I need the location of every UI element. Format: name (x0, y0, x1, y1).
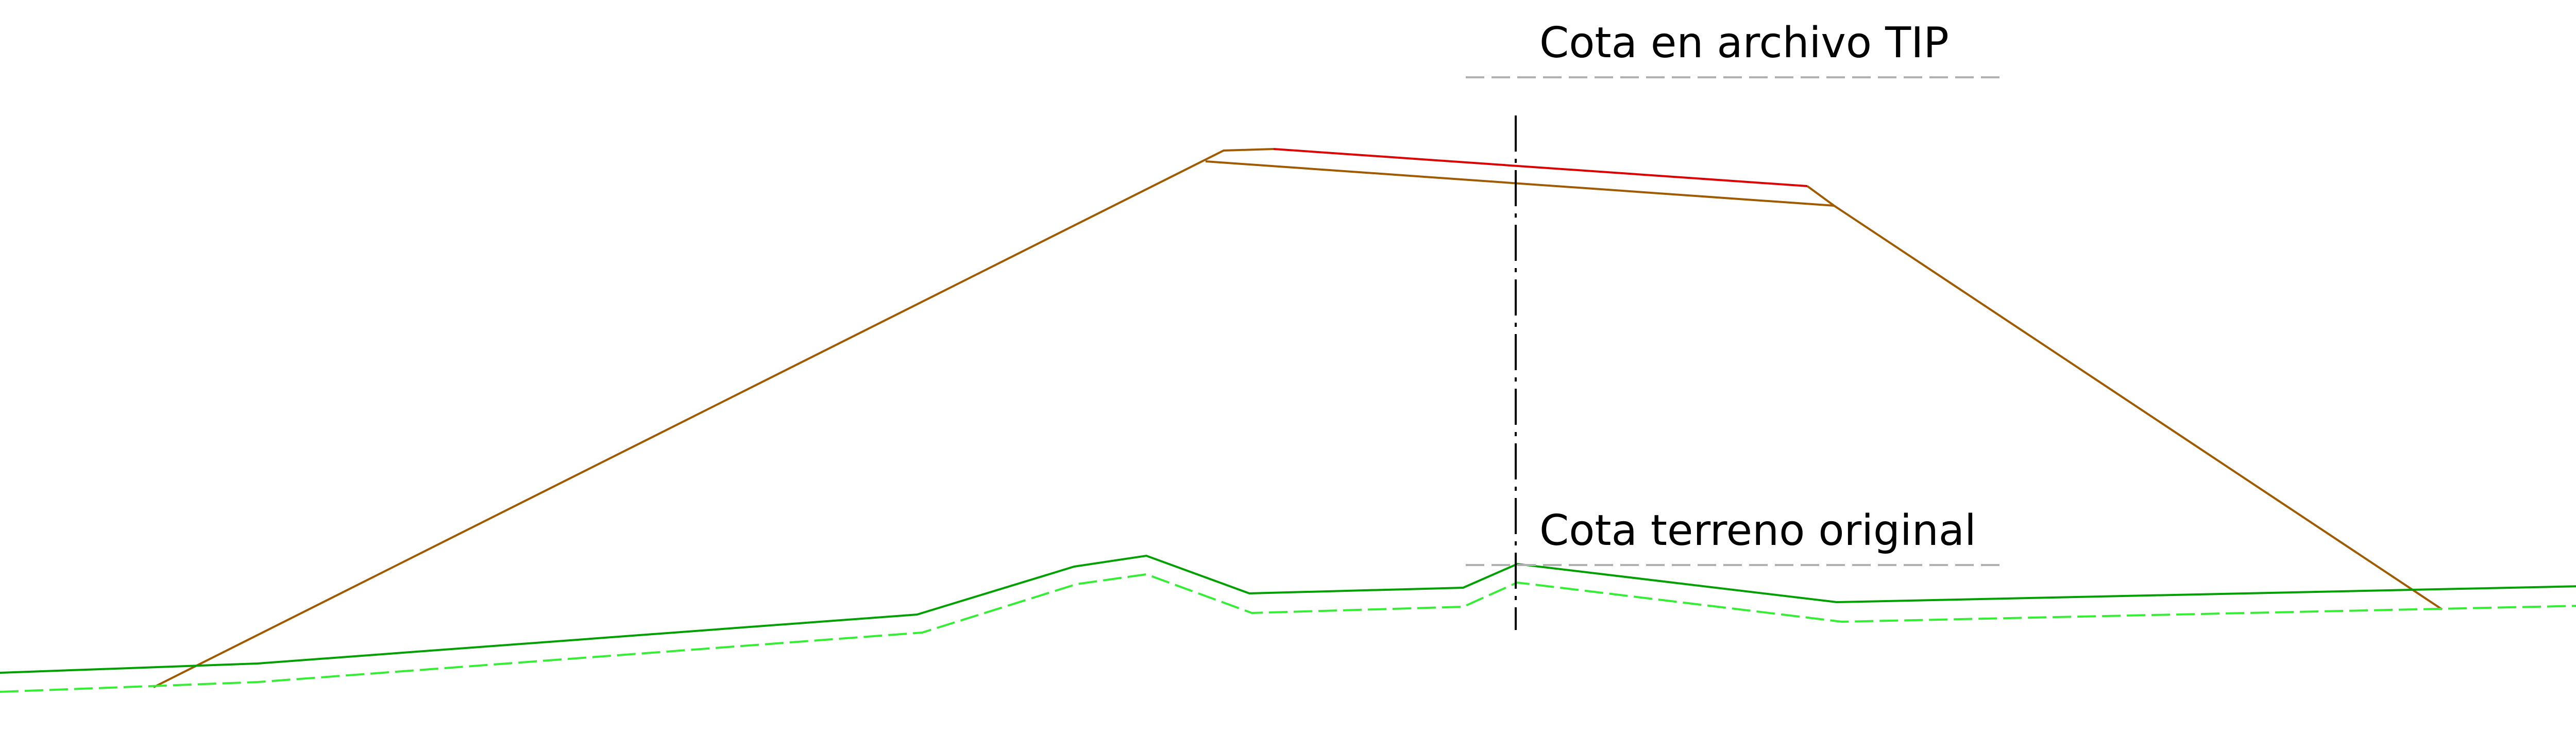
original-ground-line (0, 554, 2576, 674)
original-ground-label: Cota terreno original (1539, 506, 1976, 555)
embankment-lower-top (1205, 160, 1835, 207)
design-elevation-label: Cota en archivo TIP (1539, 19, 1949, 68)
embankment-right-slope (1806, 185, 2443, 610)
crown-surface-line (1273, 148, 1808, 187)
embankment-left-slope (153, 148, 1274, 688)
offset-ground-dashed-line (0, 573, 2576, 693)
